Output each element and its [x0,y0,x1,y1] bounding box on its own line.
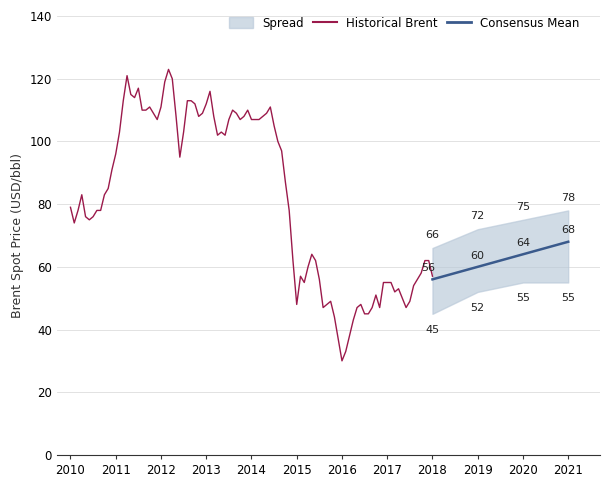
Text: 56: 56 [421,263,435,273]
Text: 66: 66 [425,230,439,240]
Legend: Spread, Historical Brent, Consensus Mean: Spread, Historical Brent, Consensus Mean [225,13,583,33]
Text: 52: 52 [470,303,485,313]
Text: 45: 45 [425,325,439,335]
Text: 60: 60 [470,250,485,261]
Text: 64: 64 [516,238,530,248]
Text: 55: 55 [562,293,575,304]
Text: 68: 68 [561,225,576,236]
Text: 78: 78 [561,193,576,203]
Text: 75: 75 [516,202,530,212]
Text: 55: 55 [516,293,530,304]
Y-axis label: Brent Spot Price (USD/bbl): Brent Spot Price (USD/bbl) [11,153,24,318]
Text: 72: 72 [470,211,485,222]
